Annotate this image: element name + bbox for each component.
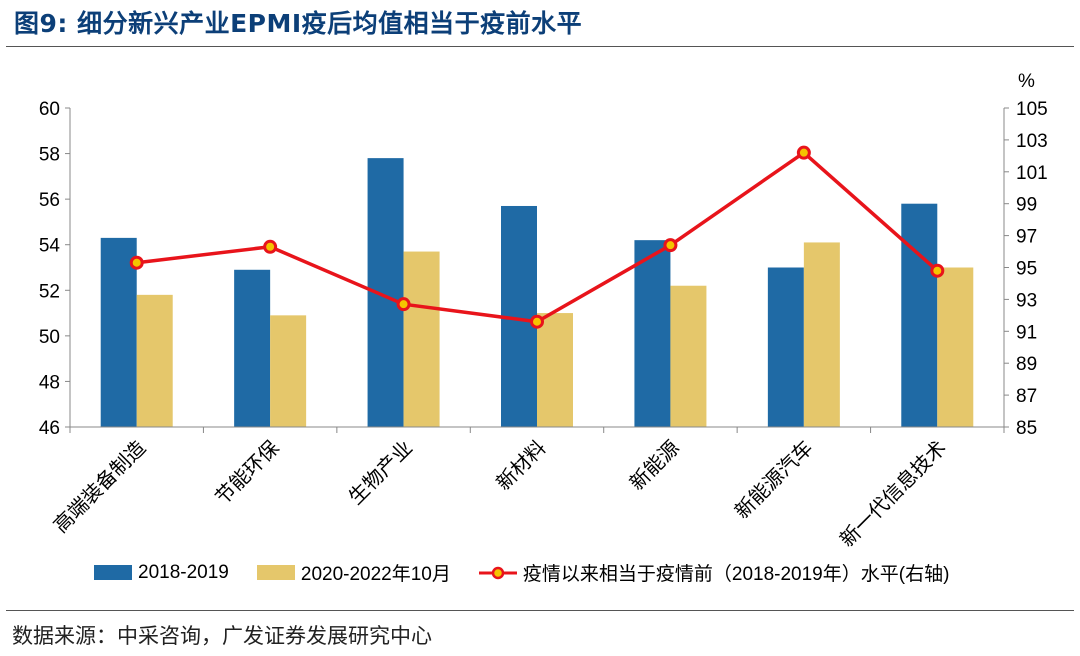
x-category-label-6: 新一代信息技术: [835, 436, 951, 552]
y-left-tick-label-5: 56: [39, 190, 60, 211]
y-left-tick-label-4: 54: [39, 236, 61, 257]
bar-s1-0: [100, 237, 137, 427]
title-divider: [6, 46, 1074, 47]
y-right-tick-label-0: 85: [1016, 418, 1037, 439]
y-right-tick-label-4: 93: [1016, 290, 1037, 311]
x-category-label-2: 生物产业: [344, 436, 418, 510]
bars-layer: [100, 158, 974, 427]
legend-item-line: 疫情以来相当于疫情前（2018-2019年）水平(右轴): [478, 559, 950, 586]
bar-s2-4: [670, 285, 707, 427]
line-point-6: [930, 263, 945, 278]
y-right-unit-label: %: [1018, 71, 1035, 92]
line-point-1: [263, 239, 278, 254]
y-right-tick-label-9: 103: [1016, 131, 1048, 152]
legend-label-bar1: 2018-2019: [138, 561, 229, 583]
bar-s1-4: [634, 240, 671, 427]
legend-label-line: 疫情以来相当于疫情前（2018-2019年）水平(右轴): [522, 564, 950, 585]
line-point-0: [129, 255, 144, 270]
x-category-label-1: 节能环保: [210, 436, 284, 510]
y-right-tick-label-8: 101: [1016, 163, 1048, 184]
bar-s2-5: [803, 242, 840, 427]
bar-s1-6: [901, 203, 938, 427]
line-point-2: [396, 297, 411, 312]
x-category-label-4: 新能源: [625, 436, 684, 495]
y-left-tick-label-3: 52: [39, 281, 60, 302]
axes-layer: [65, 107, 1009, 433]
labels-layer: 46 48 50 52 54 56 58 60 85 87 89 91 93 95 97 99 101 103 10…: [39, 71, 1048, 552]
line-point-4: [663, 238, 678, 253]
legend-item-bar1: 2018-2019: [94, 562, 229, 584]
legend-item-bar2: 2020-2022年10月: [256, 559, 451, 586]
y-right-tick-label-1: 87: [1016, 386, 1037, 407]
bar-s2-0: [136, 294, 173, 427]
bar-s2-3: [537, 313, 573, 427]
source-note: 数据来源：中采咨询，广发证券发展研究中心: [12, 624, 432, 648]
x-category-label-0: 高端装备制造: [48, 436, 150, 538]
legend: 2018-2019 2020-2022年10月 疫情以来相当于疫情前（2018-…: [94, 559, 949, 586]
y-right-tick-label-5: 95: [1016, 259, 1037, 280]
bar-s2-1: [270, 315, 307, 427]
source-divider: [6, 610, 1074, 611]
y-right-tick-label-3: 91: [1016, 322, 1037, 343]
y-right-tick-label-6: 97: [1016, 227, 1037, 248]
x-category-label-3: 新材料: [491, 436, 550, 495]
y-right-tick-label-7: 99: [1016, 195, 1037, 216]
line-point-5: [796, 145, 811, 160]
y-left-tick-label-0: 46: [39, 418, 60, 439]
x-category-label-5: 新能源汽车: [730, 436, 818, 524]
figure-title: 图9: 细分新兴产业EPMI疫后均值相当于疫前水平: [14, 9, 583, 38]
bar-s1-5: [767, 267, 804, 427]
y-left-tick-label-1: 48: [39, 372, 60, 393]
y-left-tick-label-6: 58: [39, 145, 60, 166]
legend-swatch-bar2: [256, 565, 295, 580]
line-series-layer: [129, 145, 945, 329]
combo-chart: 46 48 50 52 54 56 58 60 85 87 89 91 93 95 97 99 101 103 10…: [39, 71, 1048, 552]
bar-s2-6: [937, 267, 974, 427]
y-left-tick-label-2: 50: [39, 327, 60, 348]
line-point-3: [530, 314, 544, 329]
legend-label-bar2: 2020-2022年10月: [300, 564, 451, 585]
y-left-tick-label-7: 60: [39, 99, 60, 120]
y-right-tick-label-10: 105: [1016, 99, 1048, 120]
bar-s2-2: [403, 251, 440, 427]
legend-swatch-bar1: [94, 565, 132, 580]
legend-swatch-line: [478, 566, 517, 579]
bar-s1-1: [234, 269, 271, 427]
y-right-tick-label-2: 89: [1016, 354, 1037, 375]
